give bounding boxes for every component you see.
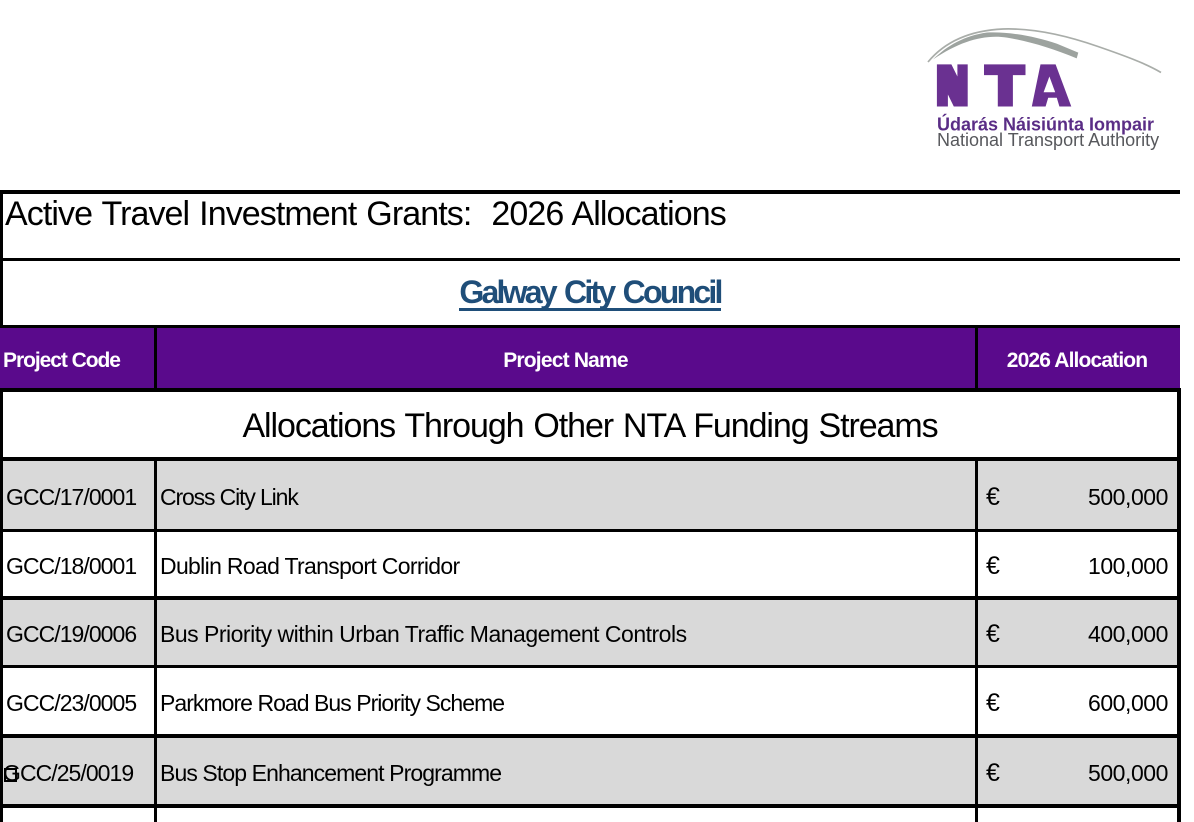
- svg-text:National Transport Authority: National Transport Authority: [937, 130, 1159, 150]
- svg-text:Údarás Náisiúnta Iompair: Údarás Náisiúnta Iompair: [937, 114, 1154, 135]
